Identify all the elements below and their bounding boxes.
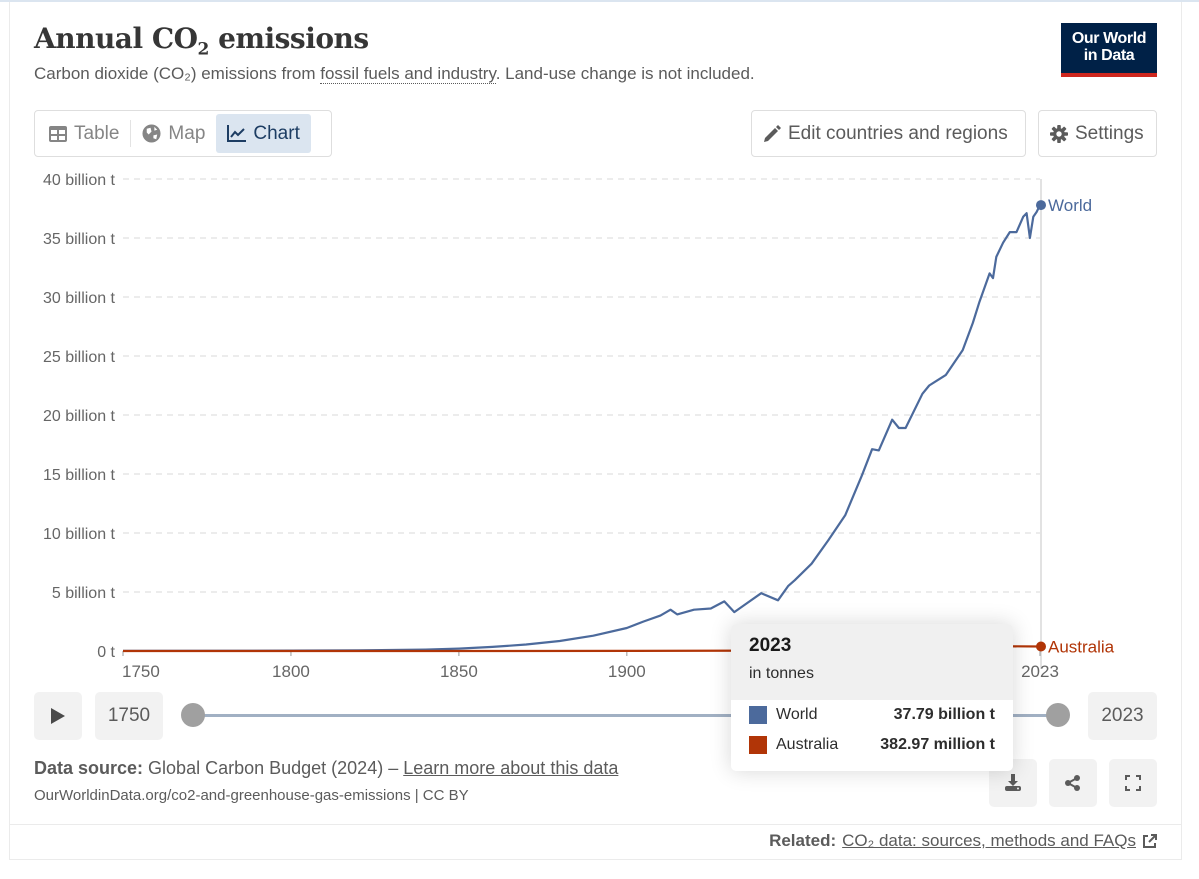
x-tick-label: 1850 (440, 662, 478, 681)
fossil-fuels-definition-link[interactable]: fossil fuels and industry (320, 64, 496, 84)
line-chart-icon (227, 125, 247, 142)
view-tabs: Table Map Chart (34, 110, 332, 157)
tab-chart[interactable]: Chart (216, 114, 311, 153)
share-button[interactable] (1049, 759, 1097, 807)
download-icon (1005, 774, 1021, 791)
y-tick-label: 30 billion t (43, 290, 116, 307)
australia-swatch (749, 736, 767, 754)
tooltip-row-world: World 37.79 billion t (731, 700, 1013, 730)
hover-tooltip: 2023 in tonnes World 37.79 billion t Aus… (731, 624, 1013, 771)
learn-more-link[interactable]: Learn more about this data (403, 758, 619, 778)
chart-subtitle: Carbon dioxide (CO₂) emissions from foss… (34, 64, 755, 84)
tooltip-series-value: 37.79 billion t (893, 706, 995, 723)
chart-title: Annual CO2 emissions (34, 22, 369, 60)
y-tick-label: 20 billion t (43, 408, 116, 425)
data-source-label: Data source: (34, 758, 144, 778)
external-link-icon (1143, 833, 1157, 848)
series-label-australia: Australia (1048, 637, 1115, 656)
subtitle-text: Carbon dioxide (CO₂) emissions from (34, 64, 321, 83)
fullscreen-icon (1125, 775, 1141, 791)
tooltip-series-name: Australia (776, 736, 839, 753)
tab-map-label: Map (168, 122, 206, 144)
play-icon (51, 708, 65, 724)
y-tick-label: 35 billion t (43, 231, 116, 248)
tab-table[interactable]: Table (38, 114, 130, 153)
x-tick-label: 1800 (272, 662, 310, 681)
series-endpoint-world (1036, 200, 1046, 211)
logo-line-1: Our World (1071, 30, 1147, 47)
start-year-button[interactable]: 1750 (95, 692, 163, 740)
timeline-end-handle[interactable] (1046, 703, 1070, 727)
owid-logo[interactable]: Our World in Data (1061, 23, 1157, 77)
x-tick-label: 1900 (608, 662, 646, 681)
x-tick-label: 1750 (122, 662, 160, 681)
tooltip-header: 2023 in tonnes (731, 624, 1013, 700)
tooltip-year: 2023 (749, 635, 792, 656)
tooltip-series-value: 382.97 million t (880, 736, 995, 753)
pencil-icon (764, 124, 781, 142)
share-icon (1065, 775, 1080, 791)
tooltip-unit: in tonnes (749, 665, 814, 682)
y-tick-label: 40 billion t (43, 172, 116, 189)
table-icon (49, 125, 67, 142)
y-tick-label: 15 billion t (43, 467, 116, 484)
logo-line-2: in Data (1083, 47, 1135, 64)
tooltip-row-australia: Australia 382.97 million t (731, 730, 1013, 760)
related-divider (10, 824, 1181, 825)
line-chart: 0 t 5 billion t 10 billion t 15 billion t 20… (43, 172, 1115, 681)
timeline-start-handle[interactable] (181, 703, 205, 727)
tab-table-label: Table (74, 122, 120, 144)
tab-map[interactable]: Map (131, 114, 216, 153)
tab-chart-label: Chart (253, 122, 300, 144)
timeline-track[interactable] (193, 714, 1058, 717)
edit-countries-label: Edit countries and regions (788, 122, 1008, 144)
edit-countries-button[interactable]: Edit countries and regions (751, 110, 1026, 157)
play-button[interactable] (34, 692, 82, 740)
subtitle-suffix: . Land-use change is not included. (495, 64, 755, 83)
tab-divider (130, 120, 132, 147)
related-label: Related: (769, 831, 837, 850)
globe-icon (142, 124, 161, 143)
chart-url[interactable]: OurWorldinData.org/co2-and-greenhouse-ga… (34, 787, 469, 804)
related-faq-link[interactable]: CO₂ data: sources, methods and FAQs (842, 831, 1136, 850)
gear-icon (1050, 124, 1068, 143)
y-tick-label: 5 billion t (52, 585, 116, 602)
x-tick-label: 2023 (1021, 662, 1059, 681)
series-label-world: World (1048, 196, 1092, 215)
y-tick-label: 10 billion t (43, 526, 116, 543)
series-line-world (122, 204, 1041, 653)
series-endpoint-australia (1036, 641, 1046, 652)
data-source: Data source: Global Carbon Budget (2024)… (34, 758, 618, 779)
settings-label: Settings (1075, 122, 1144, 144)
data-source-text: Global Carbon Budget (2024) – (143, 758, 404, 778)
settings-button[interactable]: Settings (1038, 110, 1157, 157)
end-year-button[interactable]: 2023 (1088, 692, 1157, 740)
y-tick-label: 0 t (97, 644, 115, 661)
y-tick-label: 25 billion t (43, 349, 116, 366)
fullscreen-button[interactable] (1109, 759, 1157, 807)
world-swatch (749, 706, 767, 724)
related-links: Related: CO₂ data: sources, methods and … (769, 831, 1157, 851)
tooltip-series-name: World (776, 706, 818, 723)
top-border (0, 0, 1199, 2)
chart-frame (9, 2, 1182, 860)
